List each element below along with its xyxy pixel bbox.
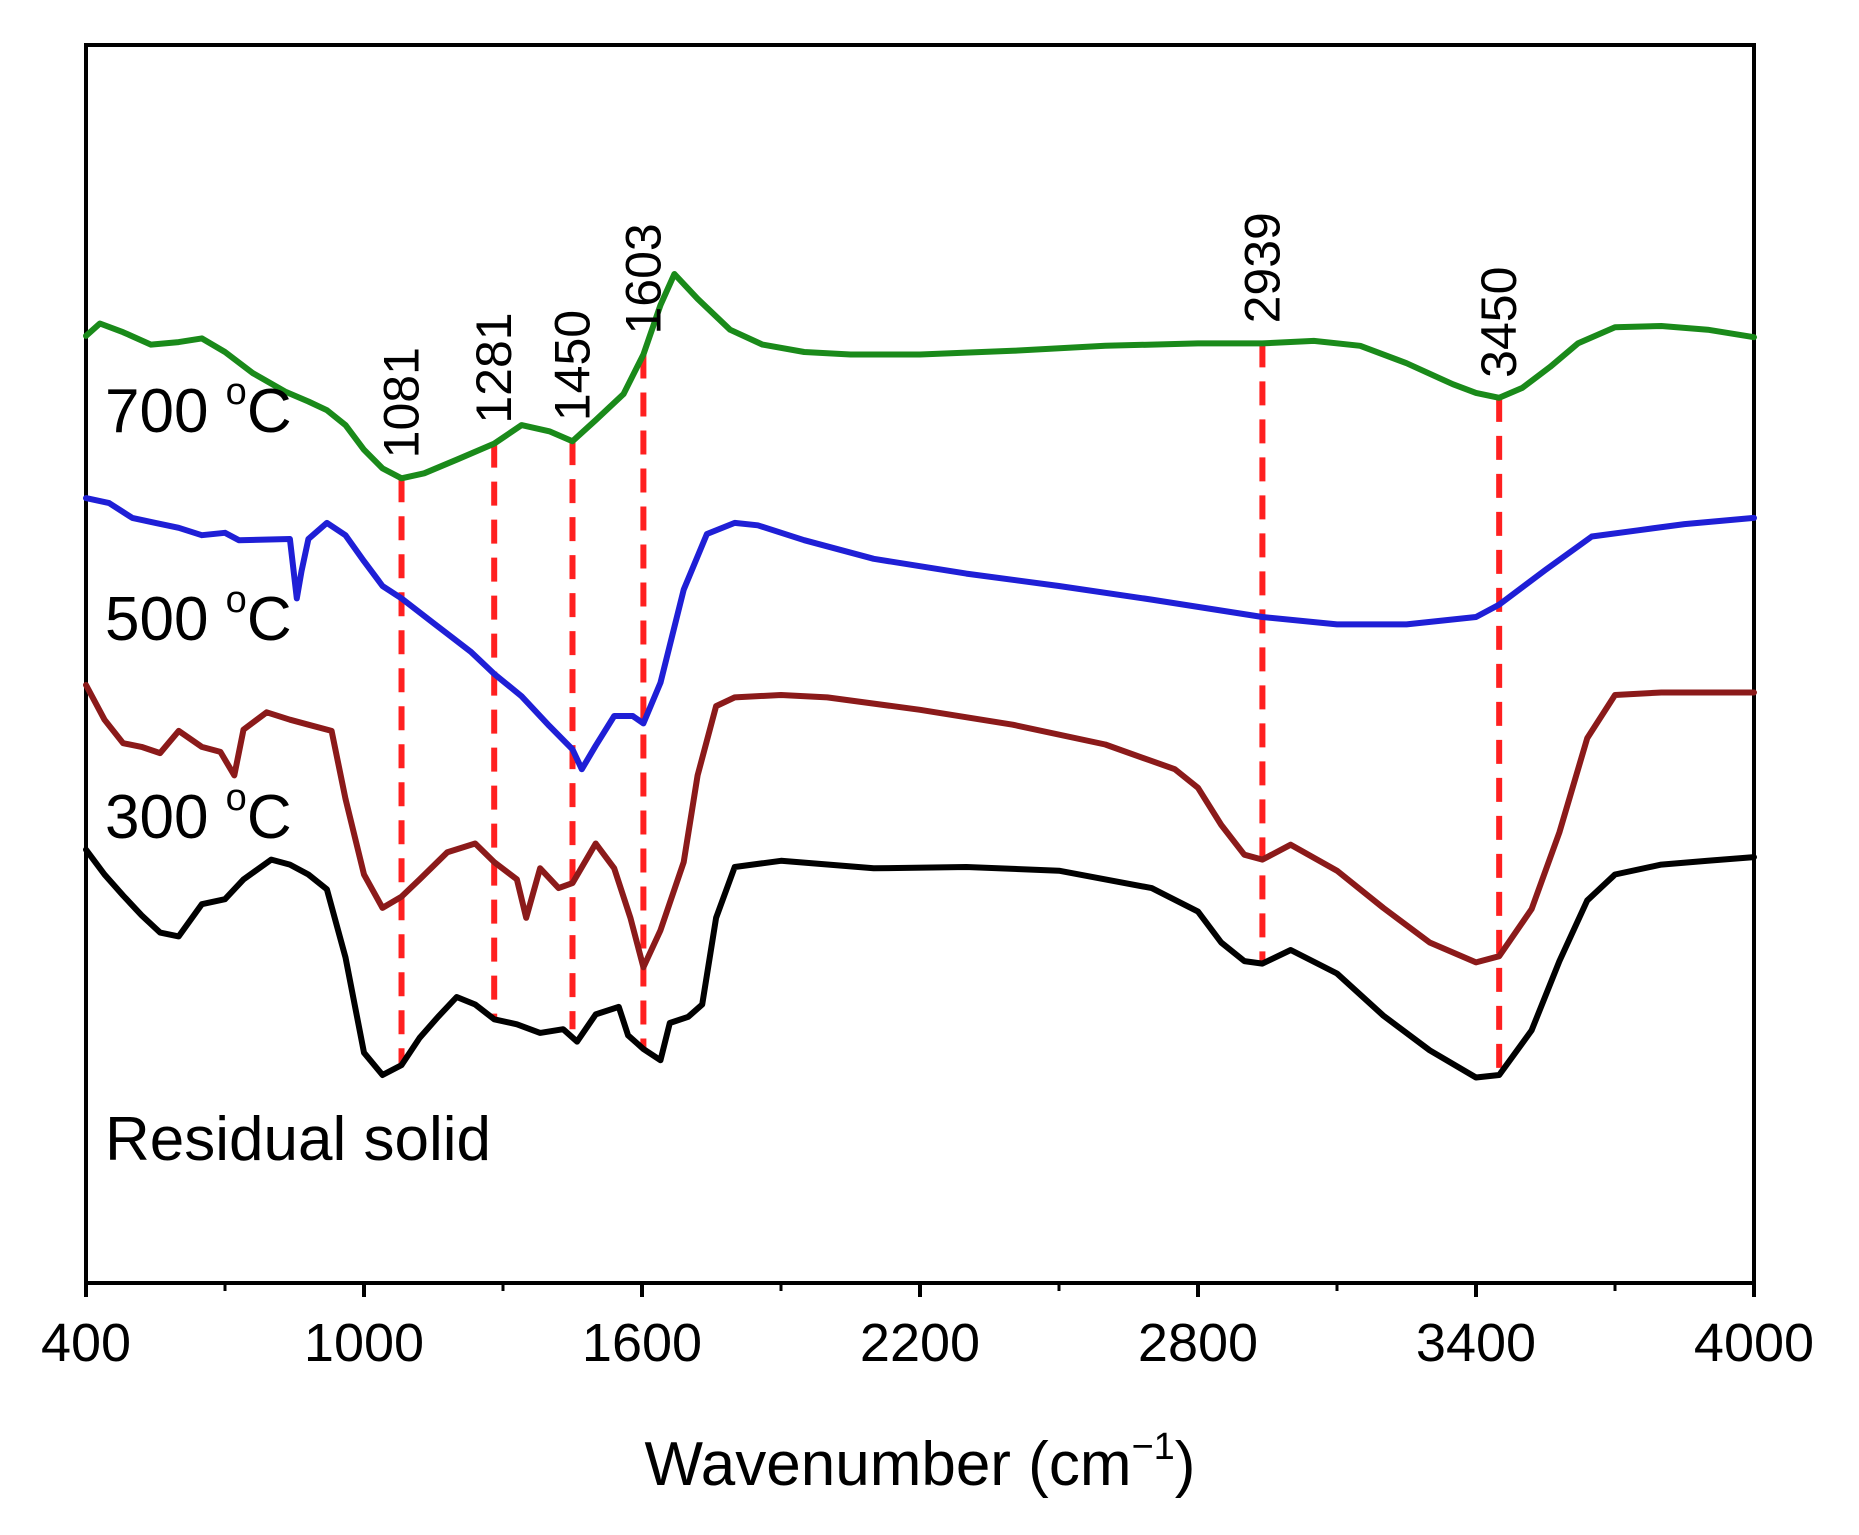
peak-label: 1450 <box>545 310 601 421</box>
series-line <box>83 495 1757 773</box>
x-axis-title-close: ) <box>1175 1430 1196 1499</box>
x-tick-label: 400 <box>41 1313 131 1373</box>
series-line <box>83 846 1757 1081</box>
peak-label: 1603 <box>615 223 671 334</box>
series-label-degree: o <box>226 777 247 819</box>
x-tick-label: 2800 <box>1138 1313 1258 1373</box>
x-tick-label: 4000 <box>1694 1313 1814 1373</box>
series-label-text: 300 <box>105 783 226 852</box>
x-axis-title-sup: −1 <box>1131 1426 1174 1468</box>
x-tick-label: 1600 <box>582 1313 702 1373</box>
plot-area: 400 1000 1600 2200 2800 3400 4000 1081 1281 1450… <box>41 43 1814 1373</box>
x-axis-title: Wavenumber (cm−1) <box>645 1426 1196 1499</box>
peak-label: 1281 <box>466 312 522 423</box>
series-label-text: 500 <box>105 585 226 654</box>
series-lines <box>83 271 1757 1081</box>
series-line <box>83 271 1757 482</box>
peak-label: 2939 <box>1234 212 1290 323</box>
series-label-text: Residual solid <box>105 1105 491 1174</box>
x-axis-ticks: 400 1000 1600 2200 2800 3400 4000 <box>41 1283 1814 1373</box>
peak-label: 3450 <box>1471 267 1527 378</box>
series-label-unit: C <box>247 783 292 852</box>
series-label: 700 oC <box>105 371 292 446</box>
peak-label: 1081 <box>374 347 430 458</box>
x-axis-title-main: Wavenumber (cm <box>645 1430 1132 1499</box>
plot-frame <box>84 43 1756 1285</box>
series-label-degree: o <box>226 579 247 621</box>
series-line <box>83 682 1757 971</box>
peak-markers <box>398 343 1503 1076</box>
x-tick-label: 3400 <box>1416 1313 1536 1373</box>
x-tick-label: 1000 <box>304 1313 424 1373</box>
series-label: Residual solid <box>105 1105 491 1174</box>
series-label-unit: C <box>247 377 292 446</box>
x-tick-label: 2200 <box>860 1313 980 1373</box>
series-label-text: 700 <box>105 377 226 446</box>
series-label: 300 oC <box>105 777 292 852</box>
series-label-degree: o <box>226 371 247 413</box>
series-label-unit: C <box>247 585 292 654</box>
series-label: 500 oC <box>105 579 292 654</box>
